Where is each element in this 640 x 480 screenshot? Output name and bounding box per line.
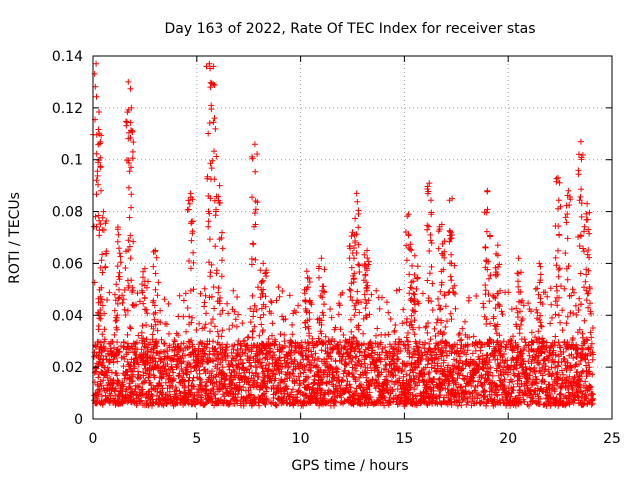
x-tick-label: 10 (292, 431, 310, 447)
chart-title: Day 163 of 2022, Rate Of TEC Index for r… (164, 21, 535, 37)
y-tick-label: 0.1 (61, 153, 83, 169)
plot-frame (92, 55, 613, 420)
y-tick-label: 0.02 (52, 360, 83, 376)
axis-ticks: 0 5 10 15 20 25 0 0.02 0.04 0.06 0.08 0.1 0.12 0.14 (52, 49, 621, 447)
x-tick-label: 20 (499, 431, 517, 447)
y-tick-label: 0.14 (52, 49, 83, 65)
x-tick-label: 15 (395, 431, 413, 447)
x-tick-label: 5 (192, 431, 201, 447)
data-points (90, 60, 597, 409)
x-tick-label: 25 (603, 431, 621, 447)
y-tick-label: 0 (74, 412, 83, 428)
y-tick-label: 0.12 (52, 101, 83, 117)
y-tick-label: 0.04 (52, 308, 83, 324)
y-tick-label: 0.08 (52, 205, 83, 221)
y-tick-label: 0.06 (52, 256, 83, 272)
y-axis-label: ROTI / TECUs (7, 192, 23, 284)
x-axis-label: GPS time / hours (291, 458, 408, 474)
x-tick-label: 0 (89, 431, 98, 447)
series-stas-markers (90, 60, 597, 409)
